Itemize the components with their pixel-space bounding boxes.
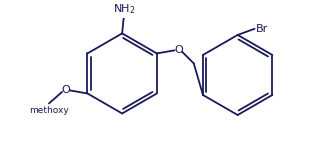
Text: NH$_2$: NH$_2$ — [113, 3, 136, 16]
Text: O: O — [61, 85, 70, 95]
Text: O: O — [174, 45, 183, 55]
Text: methoxy: methoxy — [29, 106, 69, 115]
Text: Br: Br — [256, 24, 268, 34]
